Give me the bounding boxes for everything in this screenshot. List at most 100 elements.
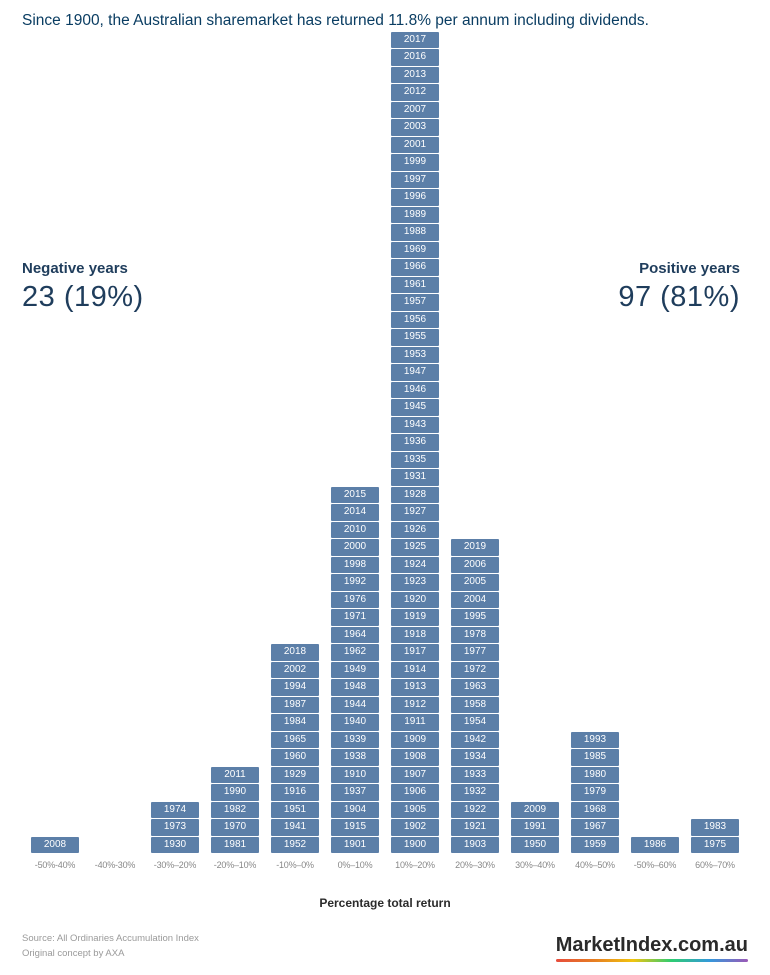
year-cell: 1988 [391, 224, 439, 241]
year-cell: 1913 [391, 679, 439, 696]
year-cell: 1909 [391, 732, 439, 749]
year-cell: 1959 [571, 837, 619, 854]
year-cell: 1982 [211, 802, 259, 819]
year-cell: 1903 [451, 837, 499, 854]
bin-stack: 193019731974 [146, 802, 204, 854]
year-cell: 1994 [271, 679, 319, 696]
year-cell: 1901 [331, 837, 379, 854]
year-cell: 2013 [391, 67, 439, 84]
year-cell: 1989 [391, 207, 439, 224]
histogram-bin: 2008 -50%-40% [26, 837, 84, 871]
year-cell: 1911 [391, 714, 439, 731]
year-cell: 1977 [451, 644, 499, 661]
bin-stack: 1900190219051906190719081909191119121913… [386, 32, 444, 854]
year-cell: 1954 [451, 714, 499, 731]
year-cell: 1993 [571, 732, 619, 749]
year-cell: 1958 [451, 697, 499, 714]
year-cell: 1990 [211, 784, 259, 801]
year-cell: 1952 [271, 837, 319, 854]
year-cell: 1917 [391, 644, 439, 661]
year-cell: 1964 [331, 627, 379, 644]
year-cell: 1966 [391, 259, 439, 276]
histogram-bin: 1952194119511916192919601965198419871994… [266, 644, 324, 870]
year-cell: 1925 [391, 539, 439, 556]
bin-stack: 1903192119221932193319341942195419581963… [446, 539, 504, 853]
histogram-bin: 1901191519041937191019381939194019441948… [326, 487, 384, 871]
source-line-2: Original concept by AXA [22, 946, 199, 961]
year-cell: 1946 [391, 382, 439, 399]
year-cell: 1937 [331, 784, 379, 801]
year-cell: 1979 [571, 784, 619, 801]
year-cell: 1974 [151, 802, 199, 819]
bin-label: 30%–40% [515, 860, 555, 870]
histogram-bin: 195919671968197919801985199340%–50% [566, 732, 624, 871]
year-cell: 1998 [331, 557, 379, 574]
year-cell: 1938 [331, 749, 379, 766]
footer: Source: All Ordinaries Accumulation Inde… [22, 931, 748, 961]
year-cell: 2005 [451, 574, 499, 591]
year-cell: 1905 [391, 802, 439, 819]
bin-stack: 1986 [626, 837, 684, 854]
year-cell: 1997 [391, 172, 439, 189]
year-cell: 1976 [331, 592, 379, 609]
year-cell: 1934 [451, 749, 499, 766]
year-cell: 1955 [391, 329, 439, 346]
year-cell: 1986 [631, 837, 679, 854]
year-cell: 1978 [451, 627, 499, 644]
year-cell: 2017 [391, 32, 439, 49]
histogram-bin: 1986 -50%–60% [626, 837, 684, 871]
year-cell: 1936 [391, 434, 439, 451]
histogram-bin: 195019912009 30%–40% [506, 802, 564, 871]
year-cell: 1981 [211, 837, 259, 854]
bin-stack: 1959196719681979198019851993 [566, 732, 624, 854]
chart-title: Since 1900, the Australian sharemarket h… [0, 0, 770, 30]
year-cell: 1924 [391, 557, 439, 574]
year-cell: 1973 [151, 819, 199, 836]
x-axis-title: Percentage total return [0, 896, 770, 910]
bin-label: -50%–60% [634, 860, 676, 870]
year-cell: 1923 [391, 574, 439, 591]
year-cell: 1902 [391, 819, 439, 836]
bin-stack: 1901191519041937191019381939194019441948… [326, 487, 384, 854]
year-cell: 1948 [331, 679, 379, 696]
year-cell: 1971 [331, 609, 379, 626]
histogram-columns: 2008-50%-40%-40%-30%193019731974-30%–20%… [20, 85, 750, 870]
year-cell: 2000 [331, 539, 379, 556]
year-cell: 1992 [331, 574, 379, 591]
bin-label: -30%–20% [154, 860, 196, 870]
bin-label: 10%–20% [395, 860, 435, 870]
year-cell: 1960 [271, 749, 319, 766]
year-cell: 1900 [391, 837, 439, 854]
bin-stack: 19811970198219902011 [206, 767, 264, 854]
bin-label: -50%-40% [35, 860, 75, 870]
year-cell: 1907 [391, 767, 439, 784]
year-cell: 2004 [451, 592, 499, 609]
year-cell: 1920 [391, 592, 439, 609]
bin-stack: 2008 [26, 837, 84, 854]
year-cell: 1919 [391, 609, 439, 626]
year-cell: 1940 [331, 714, 379, 731]
histogram-bin: 1900190219051906190719081909191119121913… [386, 32, 444, 871]
year-cell: 1962 [331, 644, 379, 661]
year-cell: 1915 [331, 819, 379, 836]
year-cell: 1942 [451, 732, 499, 749]
histogram-bin: 1903192119221932193319341942195419581963… [446, 539, 504, 870]
year-cell: 1943 [391, 417, 439, 434]
year-cell: 2001 [391, 137, 439, 154]
year-cell: 1980 [571, 767, 619, 784]
year-cell: 1927 [391, 504, 439, 521]
year-cell: 1983 [691, 819, 739, 836]
bin-stack: 195019912009 [506, 802, 564, 854]
year-cell: 1999 [391, 154, 439, 171]
year-cell: 1956 [391, 312, 439, 329]
year-cell: 1918 [391, 627, 439, 644]
bin-label: 60%–70% [695, 860, 735, 870]
source-line-1: Source: All Ordinaries Accumulation Inde… [22, 931, 199, 946]
year-cell: 1967 [571, 819, 619, 836]
year-cell: 1928 [391, 487, 439, 504]
year-cell: 2015 [331, 487, 379, 504]
year-cell: 1904 [331, 802, 379, 819]
year-cell: 2012 [391, 84, 439, 101]
chart-area: Negative years 23 (19%) Positive years 9… [20, 85, 750, 880]
year-cell: 2002 [271, 662, 319, 679]
